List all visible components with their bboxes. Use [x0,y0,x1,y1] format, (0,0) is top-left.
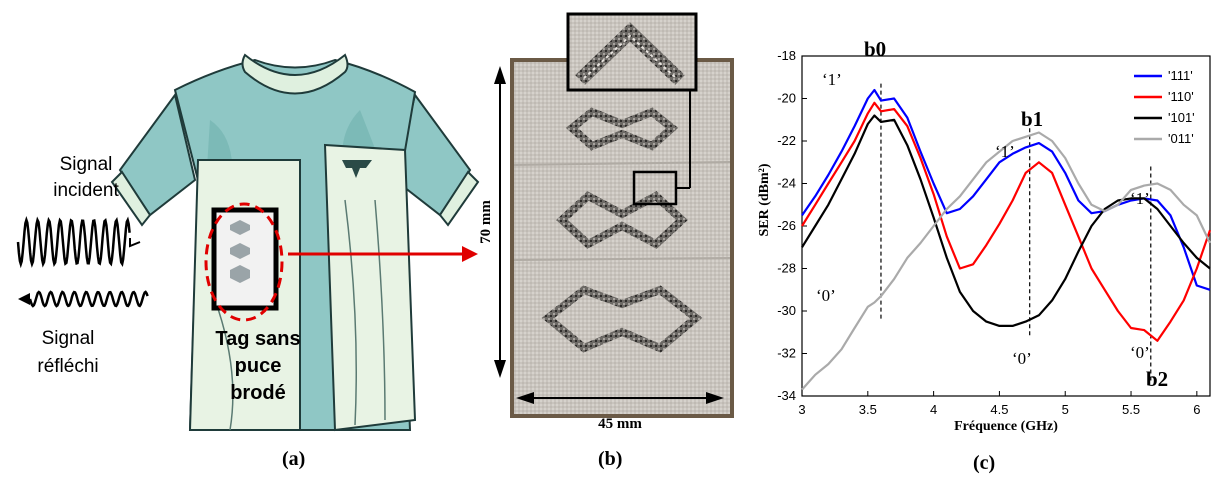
chart-series [801,88,1212,391]
y-tick-label: -18 [777,48,796,63]
height-dimension-arrow [494,66,506,378]
ser-chart: 3 3.5 4 4.5 5 5.5 6 -34 -32 -30 -28 -26 -24 -22 -20 -18… [757,37,1212,434]
panel-b-label: (b) [598,448,623,470]
y-tick-label: -20 [777,91,796,106]
bit-label-b0-one: ‘1’ [822,70,842,89]
x-tick-label: 6 [1193,402,1200,417]
x-tick-label: 4.5 [990,402,1008,417]
red-arrow-to-panel-b [288,246,478,262]
panel-b-photo: 70 mm 45 mm [480,12,734,432]
chart-ylabel: SER (dBm²) [757,163,772,236]
bit-label-b2-zero: ‘0’ [1130,343,1150,362]
legend-label-0: '111' [1168,68,1193,83]
x-tick-label: 5.5 [1122,402,1140,417]
panel-c-label: (c) [973,452,996,474]
embroidered-resonators [541,107,703,353]
reflected-label-line2: réfléchi [37,356,98,377]
y-tick-label: -34 [777,388,796,403]
legend-label-3: '011' [1168,131,1194,146]
x-tick-label: 3 [798,402,805,417]
reflected-label-line1: Signal [42,328,95,349]
y-tick-label: -32 [777,346,796,361]
width-dimension-label: 45 mm [598,416,642,432]
y-tick-label: -28 [777,261,796,276]
marker-label-b2: b2 [1146,367,1168,391]
y-tick-label: -26 [777,218,796,233]
y-tick-label: -24 [777,176,796,191]
chart-ticks: 3 3.5 4 4.5 5 5.5 6 -34 -32 -30 -28 -26 -24 -22 -20 -18 [777,48,1200,417]
tag-label-line3: brodé [230,382,286,404]
tag-resonators [230,220,250,283]
chart-xlabel: Fréquence (GHz) [954,419,1058,434]
bit-label-b0-zero: ‘0’ [816,286,836,305]
legend-label-2: '101' [1168,110,1195,125]
fabric-sample [514,62,730,414]
incident-label-line1: Signal [60,154,113,175]
bit-label-b1-zero: ‘0’ [1012,349,1032,368]
width-dimension-arrow [516,392,724,404]
tag-label-line2: puce [235,355,282,377]
x-tick-label: 4 [930,402,937,417]
tag-highlight-ellipse [204,202,284,322]
tshirt-illustration [110,53,480,432]
chart-legend: '111' '110' '101' '011' [1134,68,1195,146]
marker-label-b1: b1 [1021,107,1043,131]
incident-label-line2: incident [53,180,119,201]
marker-label-b0: b0 [864,37,886,61]
y-tick-label: -30 [777,303,796,318]
bit-label-b2-one: ‘1’ [1130,189,1150,208]
legend-label-1: '110' [1168,89,1194,104]
zoom-inset [566,12,698,92]
chart-markers [880,83,1152,384]
panel-a-label: (a) [282,448,306,470]
bit-label-b1-one: ‘1’ [995,142,1015,161]
y-tick-label: -22 [777,133,796,148]
tag-label-line1: Tag sans [215,328,300,350]
panel-a-illustration: Signal incident Signal réfléchi Tag sans… [16,53,480,432]
series-line-3 [801,131,1211,391]
series-line-2 [801,114,1211,327]
x-tick-label: 5 [1062,402,1069,417]
reflected-wave [18,290,149,308]
x-tick-label: 3.5 [859,402,877,417]
incident-wave [16,215,141,269]
series-line-1 [801,101,1212,342]
height-dimension-label: 70 mm [480,200,494,244]
